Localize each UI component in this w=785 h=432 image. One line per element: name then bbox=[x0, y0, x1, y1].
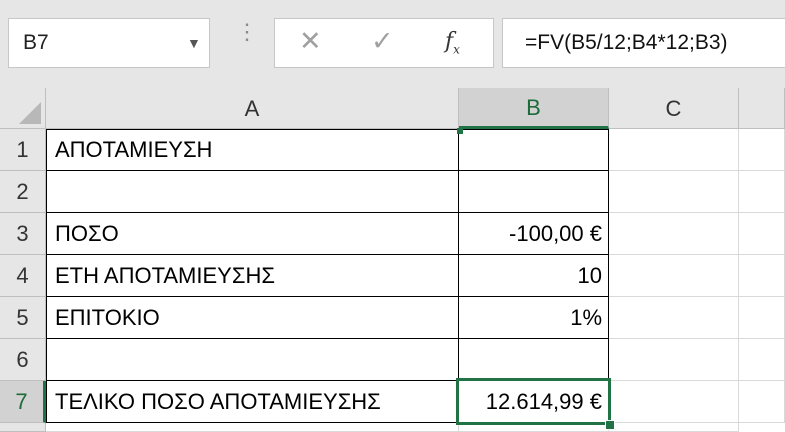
cell-D7[interactable] bbox=[739, 381, 785, 423]
cell-C5[interactable] bbox=[609, 297, 739, 339]
row-header-7[interactable]: 7 bbox=[0, 381, 46, 423]
chevron-down-icon[interactable]: ▼ bbox=[187, 35, 201, 51]
worksheet-grid: A B C 1 2 3 4 5 6 7 ΑΠΟΤΑΜΙΕΥΣΗ ΠΟΣΟ -10… bbox=[0, 88, 785, 432]
cell-B7[interactable]: 12.614,99 € bbox=[458, 380, 609, 423]
cell-B3[interactable]: -100,00 € bbox=[458, 212, 609, 255]
cell-C1[interactable] bbox=[609, 129, 739, 171]
row-header-6[interactable]: 6 bbox=[0, 339, 46, 381]
cell-D2[interactable] bbox=[739, 171, 785, 213]
cell-D4[interactable] bbox=[739, 255, 785, 297]
name-box-value: B7 bbox=[23, 31, 49, 54]
column-header-a[interactable]: A bbox=[46, 88, 459, 129]
enter-icon[interactable]: ✓ bbox=[371, 26, 394, 56]
cell-A7[interactable]: ΤΕΛΙΚΟ ΠΟΣΟ ΑΠΟΤΑΜΙΕΥΣΗΣ bbox=[46, 380, 459, 423]
cell-A6[interactable] bbox=[46, 338, 459, 381]
cell-A4[interactable]: ΕΤΗ ΑΠΟΤΑΜΙΕΥΣΗΣ bbox=[46, 254, 459, 297]
insert-function-icon[interactable]: fx bbox=[445, 29, 460, 56]
cell-B4[interactable]: 10 bbox=[458, 254, 609, 297]
cell-C6[interactable] bbox=[609, 339, 739, 381]
column-header-d[interactable] bbox=[739, 88, 785, 129]
cell-D1[interactable] bbox=[739, 129, 785, 171]
formula-text: =FV(B5/12;B4*12;B3) bbox=[525, 31, 728, 54]
cell-C8[interactable] bbox=[609, 423, 739, 432]
cell-D3[interactable] bbox=[739, 213, 785, 255]
cell-C3[interactable] bbox=[609, 213, 739, 255]
formula-buttons: ✕ ✓ fx bbox=[274, 18, 494, 68]
cell-B2[interactable] bbox=[458, 170, 609, 213]
select-all-button[interactable] bbox=[0, 88, 46, 129]
cell-B1[interactable] bbox=[458, 129, 609, 171]
fx-label: f bbox=[445, 29, 454, 54]
cell-D6[interactable] bbox=[739, 339, 785, 381]
column-header-b[interactable]: B bbox=[459, 88, 609, 129]
row-header-4[interactable]: 4 bbox=[0, 255, 46, 297]
cell-A3[interactable]: ΠΟΣΟ bbox=[46, 212, 459, 255]
cell-C4[interactable] bbox=[609, 255, 739, 297]
cell-C2[interactable] bbox=[609, 171, 739, 213]
cell-A2[interactable] bbox=[46, 170, 459, 213]
fx-sub: x bbox=[453, 42, 460, 57]
cell-B8[interactable] bbox=[459, 423, 609, 432]
column-header-c[interactable]: C bbox=[609, 88, 739, 129]
grip-icon[interactable]: ⋮ bbox=[236, 19, 258, 44]
cell-C7[interactable] bbox=[609, 381, 739, 423]
cell-D5[interactable] bbox=[739, 297, 785, 339]
row-header-1[interactable]: 1 bbox=[0, 129, 46, 171]
row-header-5[interactable]: 5 bbox=[0, 297, 46, 339]
row-header-2[interactable]: 2 bbox=[0, 171, 46, 213]
cancel-icon[interactable]: ✕ bbox=[299, 26, 322, 56]
cell-A1[interactable]: ΑΠΟΤΑΜΙΕΥΣΗ bbox=[46, 129, 459, 171]
fill-handle[interactable] bbox=[605, 420, 615, 430]
row-header-3[interactable]: 3 bbox=[0, 213, 46, 255]
select-all-icon bbox=[19, 102, 41, 124]
formula-input[interactable]: =FV(B5/12;B4*12;B3) bbox=[502, 18, 785, 68]
name-box[interactable]: B7 ▼ bbox=[8, 18, 210, 68]
formula-bar-area: B7 ▼ ⋮ ✕ ✓ fx =FV(B5/12;B4*12;B3) bbox=[0, 0, 785, 88]
cell-A8[interactable] bbox=[46, 423, 459, 432]
cell-B6[interactable] bbox=[458, 338, 609, 381]
cell-B5[interactable]: 1% bbox=[458, 296, 609, 339]
cell-A5[interactable]: ΕΠΙΤΟΚΙΟ bbox=[46, 296, 459, 339]
row-header-8[interactable] bbox=[0, 423, 46, 432]
